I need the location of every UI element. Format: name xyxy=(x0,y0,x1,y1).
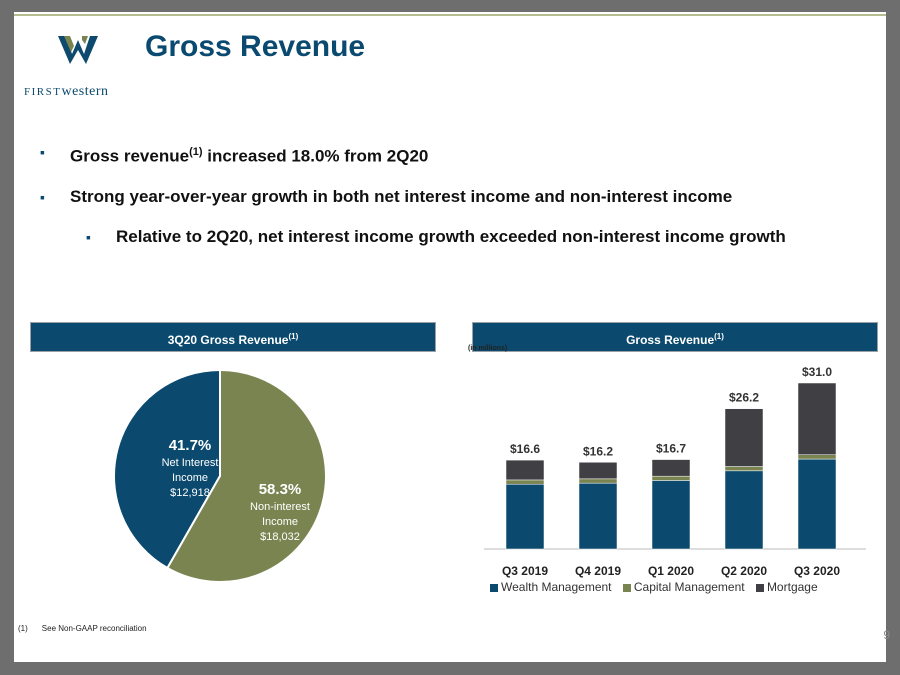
bar-segment xyxy=(505,479,545,485)
x-tick-label: Q4 2019 xyxy=(575,564,621,578)
pie-label-non-interest: 58.3% Non-interest Income $18,032 xyxy=(250,481,310,543)
pie-slice xyxy=(113,368,221,570)
bar-total-label: $26.2 xyxy=(729,391,759,405)
company-logo: FIRSTwestern xyxy=(24,34,134,99)
bar-segment xyxy=(505,459,545,481)
bar-chart: $16.6 Q3 2019 $16.2 Q4 2019 $16.7 Q1 2020 $26.… xyxy=(456,365,876,595)
units-label: (in millions) xyxy=(468,345,508,352)
legend-item: Wealth Management xyxy=(490,580,612,594)
legend-item: Mortgage xyxy=(755,580,818,594)
bar-segment xyxy=(724,466,764,472)
logo-mark-icon xyxy=(58,36,98,64)
bar-total-label: $16.6 xyxy=(510,442,540,456)
bar-panel-header: Gross Revenue(1) xyxy=(472,322,878,352)
pie-slice xyxy=(166,368,327,583)
pie-chart xyxy=(112,368,328,584)
pie-chart-svg xyxy=(113,368,327,583)
bar-total-label: $16.2 xyxy=(583,444,613,458)
x-tick-label: Q1 2020 xyxy=(648,564,694,578)
bullet-item: Strong year-over-year growth in both net… xyxy=(38,185,878,209)
legend-item: Capital Management xyxy=(622,580,745,594)
page-title: Gross Revenue xyxy=(145,30,366,63)
bar-segment xyxy=(797,454,837,460)
top-divider xyxy=(14,14,886,16)
chart-legend: Wealth Management Capital Management Mor… xyxy=(490,580,826,594)
bar-segment xyxy=(578,462,618,480)
bar-segment xyxy=(505,483,545,550)
footnote: (1) See Non-GAAP reconciliation xyxy=(18,624,147,633)
logo-wordmark: FIRSTwestern xyxy=(24,84,109,99)
bar-chart-svg: $16.6 Q3 2019 $16.2 Q4 2019 $16.7 Q1 2020 $26.… xyxy=(484,365,866,578)
x-tick-label: Q2 2020 xyxy=(721,564,767,578)
bar-segment xyxy=(578,482,618,550)
bullet-list: Gross revenue(1) increased 18.0% from 2Q… xyxy=(38,140,878,265)
bar-segment xyxy=(651,459,691,477)
bar-segment xyxy=(578,478,618,484)
page-number: 9 xyxy=(883,628,890,642)
x-tick-label: Q3 2019 xyxy=(502,564,548,578)
bar-segment xyxy=(651,475,691,481)
bar-total-label: $16.7 xyxy=(656,442,686,456)
bullet-item: Gross revenue(1) increased 18.0% from 2Q… xyxy=(38,140,878,169)
bar-segment xyxy=(651,480,691,550)
bar-segment xyxy=(724,470,764,550)
bar-segment xyxy=(724,408,764,467)
bar-segment xyxy=(797,382,837,456)
pie-panel-header: 3Q20 Gross Revenue(1) xyxy=(30,322,436,352)
x-tick-label: Q3 2020 xyxy=(794,564,840,578)
bar-total-label: $31.0 xyxy=(802,365,832,379)
bar-segment xyxy=(797,458,837,550)
sub-bullet-item: Relative to 2Q20, net interest income gr… xyxy=(84,225,878,249)
pie-label-net-interest: 41.7% Net Interest Income $12,918 xyxy=(161,437,219,499)
